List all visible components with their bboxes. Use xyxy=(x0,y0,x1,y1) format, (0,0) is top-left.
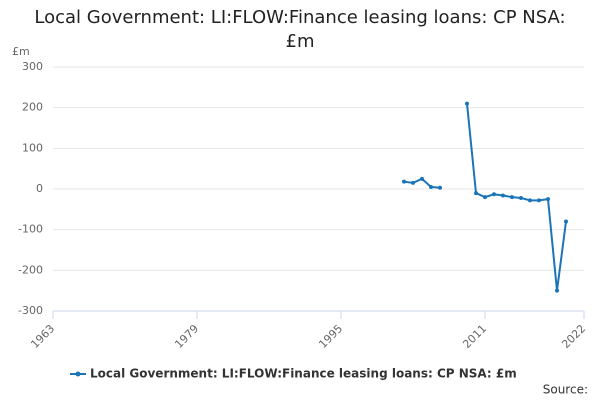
point xyxy=(510,195,514,200)
y-tick-label: -200 xyxy=(18,263,43,276)
point xyxy=(546,197,550,202)
legend-label: Local Government: LI:FLOW:Finance leasin… xyxy=(90,367,517,381)
x-tick-label: 1995 xyxy=(316,322,345,351)
legend-swatch-dot xyxy=(75,371,81,377)
x-tick-label: 1963 xyxy=(28,322,57,351)
point xyxy=(420,176,424,181)
y-tick-label: -300 xyxy=(18,304,43,317)
point xyxy=(537,198,541,203)
point xyxy=(474,191,478,196)
point xyxy=(411,180,415,185)
point xyxy=(564,219,568,224)
x-tick-label: 2022 xyxy=(559,322,588,351)
y-tick-label: -100 xyxy=(18,223,43,236)
x-tick-label: 1979 xyxy=(172,322,201,351)
point xyxy=(429,184,433,189)
point xyxy=(402,179,406,184)
y-tick-label: 0 xyxy=(36,182,43,195)
y-tick-label: 300 xyxy=(22,60,43,73)
point xyxy=(483,195,487,200)
point xyxy=(501,193,505,198)
point xyxy=(519,195,523,200)
y-axis-label: £m xyxy=(12,45,30,58)
point xyxy=(528,198,532,203)
point xyxy=(555,288,559,293)
chart-title: Local Government: LI:FLOW:Finance leasin… xyxy=(34,7,566,52)
point xyxy=(438,185,442,190)
point xyxy=(465,101,469,106)
y-tick-label: 200 xyxy=(22,101,43,114)
x-tick-label: 2011 xyxy=(460,322,489,351)
point xyxy=(492,192,496,197)
source: Source: xyxy=(543,383,588,397)
y-tick-label: 100 xyxy=(22,141,43,154)
